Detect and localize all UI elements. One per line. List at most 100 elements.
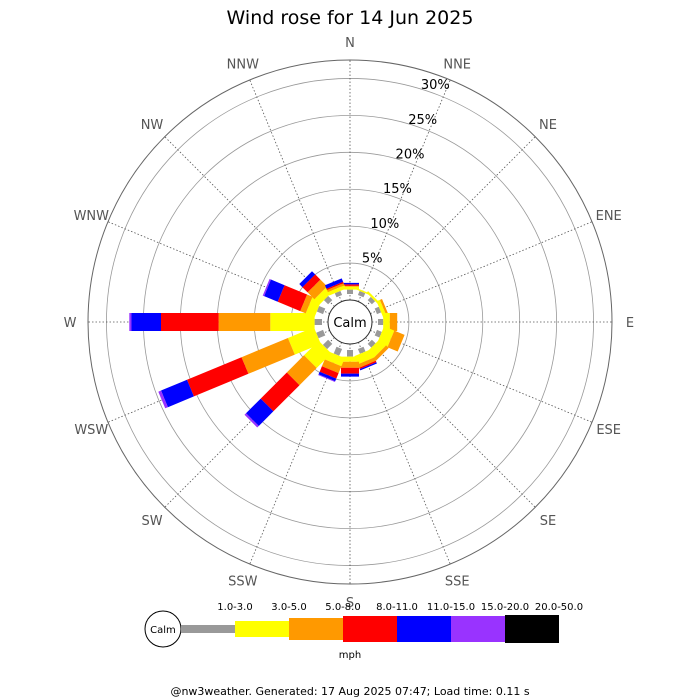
bar-SSE-0 xyxy=(357,346,366,354)
spoke-line xyxy=(358,342,451,565)
bar-SW-3 xyxy=(260,372,300,412)
direction-labels: N NNE NE ENE E ESE SE SSE S SSW SW WSW W WNW NW NNW xyxy=(64,36,635,611)
speed-legend: Calm 1.0-3.0 3.0-5.0 5.0-8.0 8.0-11.0 11.0-15… xyxy=(144,602,583,648)
bar-N-1 xyxy=(341,286,359,290)
bar-SE-0 xyxy=(367,339,376,348)
bar-N-4 xyxy=(341,282,359,285)
legend-swatch-1 xyxy=(235,621,289,637)
bar-NNW-2 xyxy=(327,283,345,293)
bar-W-3 xyxy=(161,313,219,331)
direction-label-W: W xyxy=(64,316,77,331)
radial-tick-label: 15% xyxy=(383,182,412,197)
bar-SSE-2 xyxy=(357,357,376,368)
bar-N-3 xyxy=(341,284,359,286)
bar-W-5 xyxy=(129,313,132,331)
bar-SSW-3 xyxy=(319,366,339,379)
bar-WSW-3 xyxy=(187,357,249,397)
bar-NE-0 xyxy=(367,296,376,305)
bar-ESE-0 xyxy=(374,329,382,338)
direction-label-N: N xyxy=(345,36,355,51)
radial-tick-label: 5% xyxy=(362,252,383,267)
direction-label-NW: NW xyxy=(141,118,164,133)
bar-SW-4 xyxy=(246,398,274,426)
legend-swatch-5 xyxy=(451,616,505,642)
bar-NNW-3 xyxy=(326,281,344,290)
bar-NNW-0 xyxy=(334,290,343,298)
bar-SSE-3 xyxy=(359,360,377,370)
calm-circle xyxy=(327,299,373,345)
direction-label-NNW: NNW xyxy=(227,57,259,72)
spoke-line xyxy=(370,221,593,314)
bar-W-1 xyxy=(270,313,315,331)
legend-label-3: 8.0-11.0 xyxy=(376,602,418,613)
calm-center: Calm xyxy=(327,299,373,345)
footer-text: @nw3weather. Generated: 17 Aug 2025 07:4… xyxy=(170,685,529,698)
legend-swatch-6 xyxy=(505,615,559,643)
bar-N-0 xyxy=(347,289,353,294)
bar-WSW-4 xyxy=(161,379,194,408)
spoke-line xyxy=(370,330,593,423)
spoke-line xyxy=(358,79,451,302)
direction-label-WSW: WSW xyxy=(74,423,108,438)
direction-label-ENE: ENE xyxy=(596,209,622,224)
bar-SSW-2 xyxy=(321,359,342,374)
bar-E-1 xyxy=(383,313,390,331)
bar-NW-4 xyxy=(299,271,316,288)
bar-W-4 xyxy=(131,313,161,331)
spoke-line xyxy=(249,79,342,302)
bar-WNW-5 xyxy=(262,278,271,297)
bar-SSE-1 xyxy=(354,349,375,365)
bar-SW-2 xyxy=(286,355,317,386)
bar-SSW-5 xyxy=(318,374,336,382)
bar-E-0 xyxy=(378,319,384,325)
bar-WSW-1 xyxy=(287,327,321,355)
bar-SSE-4 xyxy=(359,362,377,371)
bar-NW-2 xyxy=(307,279,328,300)
bar-ENE-2 xyxy=(379,299,389,317)
spoke-line xyxy=(249,342,342,565)
bar-S-4 xyxy=(341,373,359,377)
bar-WNW-4 xyxy=(264,279,285,302)
legend-unit: mph xyxy=(339,650,361,661)
bar-SW-5 xyxy=(244,413,259,428)
legend-calm-label: Calm xyxy=(150,625,176,636)
legend-swatch-4 xyxy=(397,616,451,642)
bar-W-2 xyxy=(218,313,271,331)
direction-label-SE: SE xyxy=(540,514,556,529)
legend-label-6: 20.0-50.0 xyxy=(535,602,583,613)
bar-WNW-3 xyxy=(277,285,308,312)
bar-WNW-0 xyxy=(316,306,326,315)
legend-swatch-3 xyxy=(343,616,397,642)
bar-WNW-2 xyxy=(300,294,313,314)
radial-tick-labels: 5% 10% 15% 20% 25% 30% xyxy=(362,78,450,267)
bar-SSW-1 xyxy=(324,351,345,367)
bar-SSW-0 xyxy=(333,346,343,356)
direction-label-S: S xyxy=(346,596,354,611)
bar-ESE-2 xyxy=(387,330,405,352)
bar-NNW-4 xyxy=(325,278,344,289)
legend-label-1: 3.0-5.0 xyxy=(271,602,306,613)
bar-N-2 xyxy=(341,285,359,287)
radial-tick-label: 30% xyxy=(421,78,450,93)
legend-label-4: 11.0-15.0 xyxy=(427,602,475,613)
direction-label-SSE: SSE xyxy=(445,575,470,590)
legend-label-0: 1.0-3.0 xyxy=(217,602,252,613)
bar-S-1 xyxy=(341,356,359,362)
legend-swatch-0 xyxy=(181,625,235,633)
radial-tick-label: 20% xyxy=(396,148,425,163)
direction-label-NNE: NNE xyxy=(443,57,471,72)
spoke-line xyxy=(365,136,536,307)
direction-label-SSW: SSW xyxy=(228,575,258,590)
calm-label: Calm xyxy=(333,316,366,331)
direction-label-NE: NE xyxy=(539,118,557,133)
bar-SSW-4 xyxy=(318,371,337,382)
bar-WSW-0 xyxy=(316,329,326,339)
bar-WSW-2 xyxy=(241,338,295,374)
radial-tick-label: 25% xyxy=(408,113,437,128)
legend-label-2: 5.0-8.0 xyxy=(325,602,360,613)
bar-ENE-0 xyxy=(374,306,382,315)
bar-E-2 xyxy=(389,313,398,331)
radial-tick-label: 10% xyxy=(370,217,399,232)
outer-ring xyxy=(87,59,613,585)
